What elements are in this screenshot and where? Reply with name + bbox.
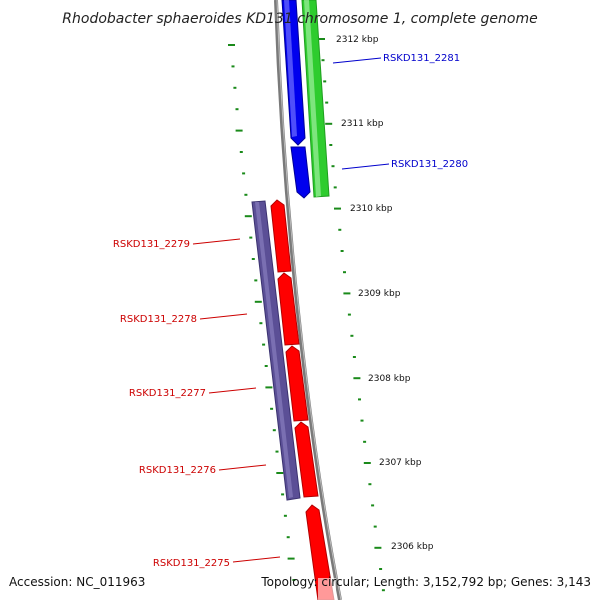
- tick-label-2308-kbp: 2308 kbp: [368, 374, 411, 384]
- leader-rskd131-2276: [218, 464, 267, 471]
- minor-tick: [242, 172, 246, 175]
- minor-tick: [379, 568, 383, 570]
- minor-tick: [270, 407, 274, 410]
- major-tick: [228, 44, 235, 46]
- genome-backbone: [274, 0, 342, 600]
- major-tick: [353, 377, 361, 380]
- minor-tick: [244, 193, 248, 196]
- minor-tick: [272, 429, 276, 432]
- major-tick: [287, 557, 295, 560]
- leader-rskd131-2280: [341, 163, 390, 170]
- major-tick: [318, 38, 325, 40]
- minor-tick: [254, 279, 258, 282]
- cds-arrow-rskd131-2275: [305, 504, 335, 600]
- minor-tick: [350, 334, 354, 337]
- minor-tick: [333, 186, 337, 189]
- tick-label-2309-kbp: 2309 kbp: [358, 289, 401, 299]
- minor-tick: [233, 86, 237, 89]
- cds-arrow-rskd131-2276: [294, 421, 319, 498]
- minor-tick: [325, 101, 329, 104]
- major-tick: [235, 129, 243, 132]
- tick-label-2306-kbp: 2306 kbp: [391, 542, 434, 552]
- tick-label-2312-kbp: 2312 kbp: [336, 35, 379, 45]
- minor-tick: [286, 536, 290, 539]
- gene-label-rskd131-2281[interactable]: RSKD131_2281: [383, 53, 460, 64]
- major-tick: [343, 292, 351, 295]
- minor-tick: [262, 343, 266, 346]
- major-tick: [244, 215, 252, 218]
- major-tick: [276, 472, 284, 474]
- minor-tick: [329, 144, 333, 146]
- minor-tick: [235, 108, 239, 111]
- topology-text: Topology: circular; Length: 3,152,792 bp…: [260, 575, 591, 589]
- leader-rskd131-2281: [332, 57, 382, 64]
- leader-rskd131-2275: [232, 556, 281, 563]
- gene-label-rskd131-2279[interactable]: RSKD131_2279: [113, 239, 190, 250]
- minor-tick: [259, 322, 263, 325]
- minor-tick: [381, 589, 385, 592]
- map-title: Rhodobacter sphaeroides KD131 chromosome…: [62, 11, 537, 27]
- minor-tick: [264, 365, 268, 367]
- accession-text: Accession: NC_011963: [9, 575, 145, 589]
- minor-tick: [358, 398, 361, 401]
- minor-tick: [251, 258, 255, 260]
- minor-tick: [331, 165, 335, 168]
- inner-tick-track: [228, 44, 296, 581]
- minor-tick: [249, 236, 253, 239]
- tick-label-2311-kbp: 2311 kbp: [341, 119, 384, 129]
- minor-tick: [360, 419, 364, 422]
- minor-tick: [321, 59, 325, 62]
- gene-label-rskd131-2275[interactable]: RSKD131_2275: [153, 558, 230, 569]
- minor-tick: [371, 504, 375, 507]
- forward-feature-highlight: [304, 0, 321, 197]
- gene-label-rskd131-2278[interactable]: RSKD131_2278: [120, 314, 197, 325]
- minor-tick: [368, 483, 372, 486]
- minor-tick: [239, 151, 243, 153]
- outer-tick-track: [318, 38, 385, 592]
- tick-label-2307-kbp: 2307 kbp: [379, 458, 422, 468]
- minor-tick: [373, 525, 377, 528]
- major-tick: [363, 462, 371, 464]
- minor-tick: [323, 80, 327, 83]
- leader-rskd131-2279: [192, 238, 241, 245]
- minor-tick: [292, 579, 296, 581]
- cds-arrow-rskd131-2277: [285, 345, 309, 422]
- reverse-feature-highlight: [255, 202, 293, 498]
- leader-rskd131-2277: [208, 387, 257, 394]
- minor-tick: [363, 440, 367, 443]
- leader-rskd131-2278: [199, 313, 248, 320]
- minor-tick: [275, 450, 279, 453]
- minor-tick: [340, 250, 344, 252]
- major-tick: [265, 386, 273, 389]
- minor-tick: [231, 65, 235, 68]
- minor-tick: [338, 228, 342, 231]
- genome-backbone-highlight: [276, 0, 342, 600]
- major-tick: [374, 546, 382, 549]
- cds-arrow-rskd131-2280: [290, 146, 311, 199]
- tick-label-2310-kbp: 2310 kbp: [350, 204, 393, 214]
- minor-tick: [343, 271, 346, 274]
- cds-arrow-rskd131-2279: [270, 199, 292, 273]
- major-tick: [334, 207, 341, 210]
- gene-label-rskd131-2280[interactable]: RSKD131_2280: [391, 159, 468, 170]
- label-backdrop: [318, 578, 336, 600]
- minor-tick: [283, 514, 287, 517]
- gene-label-rskd131-2277[interactable]: RSKD131_2277: [129, 388, 206, 399]
- cds-arrow-rskd131-2281-highlight: [284, 0, 297, 137]
- minor-tick: [347, 313, 351, 316]
- major-tick: [325, 122, 333, 125]
- gene-label-rskd131-2276[interactable]: RSKD131_2276: [139, 465, 216, 476]
- minor-tick: [352, 356, 356, 358]
- cds-arrow-rskd131-2278: [277, 272, 300, 346]
- major-tick: [254, 300, 262, 303]
- minor-tick: [281, 493, 285, 496]
